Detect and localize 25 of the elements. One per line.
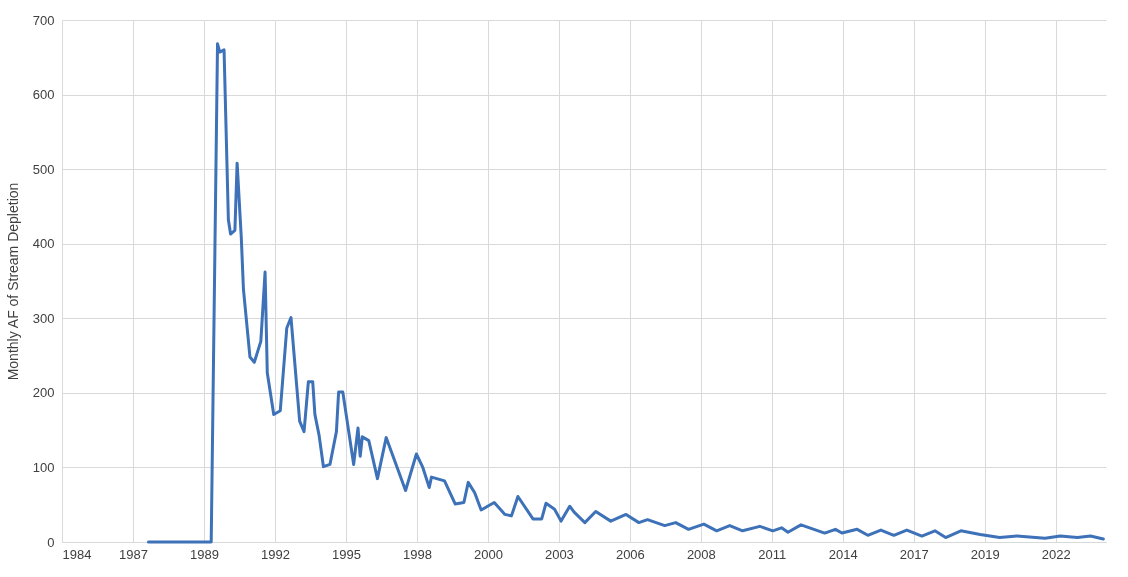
y-tick-label: 500	[32, 161, 55, 177]
x-tick-label: 2006	[615, 546, 645, 562]
line-series	[146, 42, 1105, 544]
x-tick-label: 1995	[331, 546, 361, 562]
x-tick-label: 1998	[402, 546, 432, 562]
y-tick-label: 0	[47, 534, 55, 550]
x-tick-label: 2017	[899, 546, 929, 562]
x-tick-label: 2014	[828, 546, 858, 562]
y-tick-label: 300	[32, 310, 55, 326]
y-tick-label: 100	[32, 459, 55, 475]
y-tick-label: 400	[32, 236, 55, 252]
x-tick-label: 1987	[119, 546, 148, 562]
x-tick-label: 1992	[260, 546, 290, 562]
y-tick-label: 600	[32, 87, 55, 103]
x-tick-label: 1989	[190, 546, 219, 562]
y-tick-label: 200	[32, 385, 55, 401]
x-tick-label: 2008	[686, 546, 716, 562]
x-tick-label: 1984	[62, 546, 92, 562]
x-tick-label: 2022	[1041, 546, 1071, 562]
x-tick-label: 2011	[758, 546, 787, 562]
x-tick-label: 2000	[473, 546, 503, 562]
x-tick-label: 2003	[544, 546, 574, 562]
y-axis-title: Monthly AF of Stream Depletion	[4, 182, 21, 381]
y-tick-label: 700	[32, 12, 55, 28]
x-tick-label: 2019	[970, 546, 1000, 562]
